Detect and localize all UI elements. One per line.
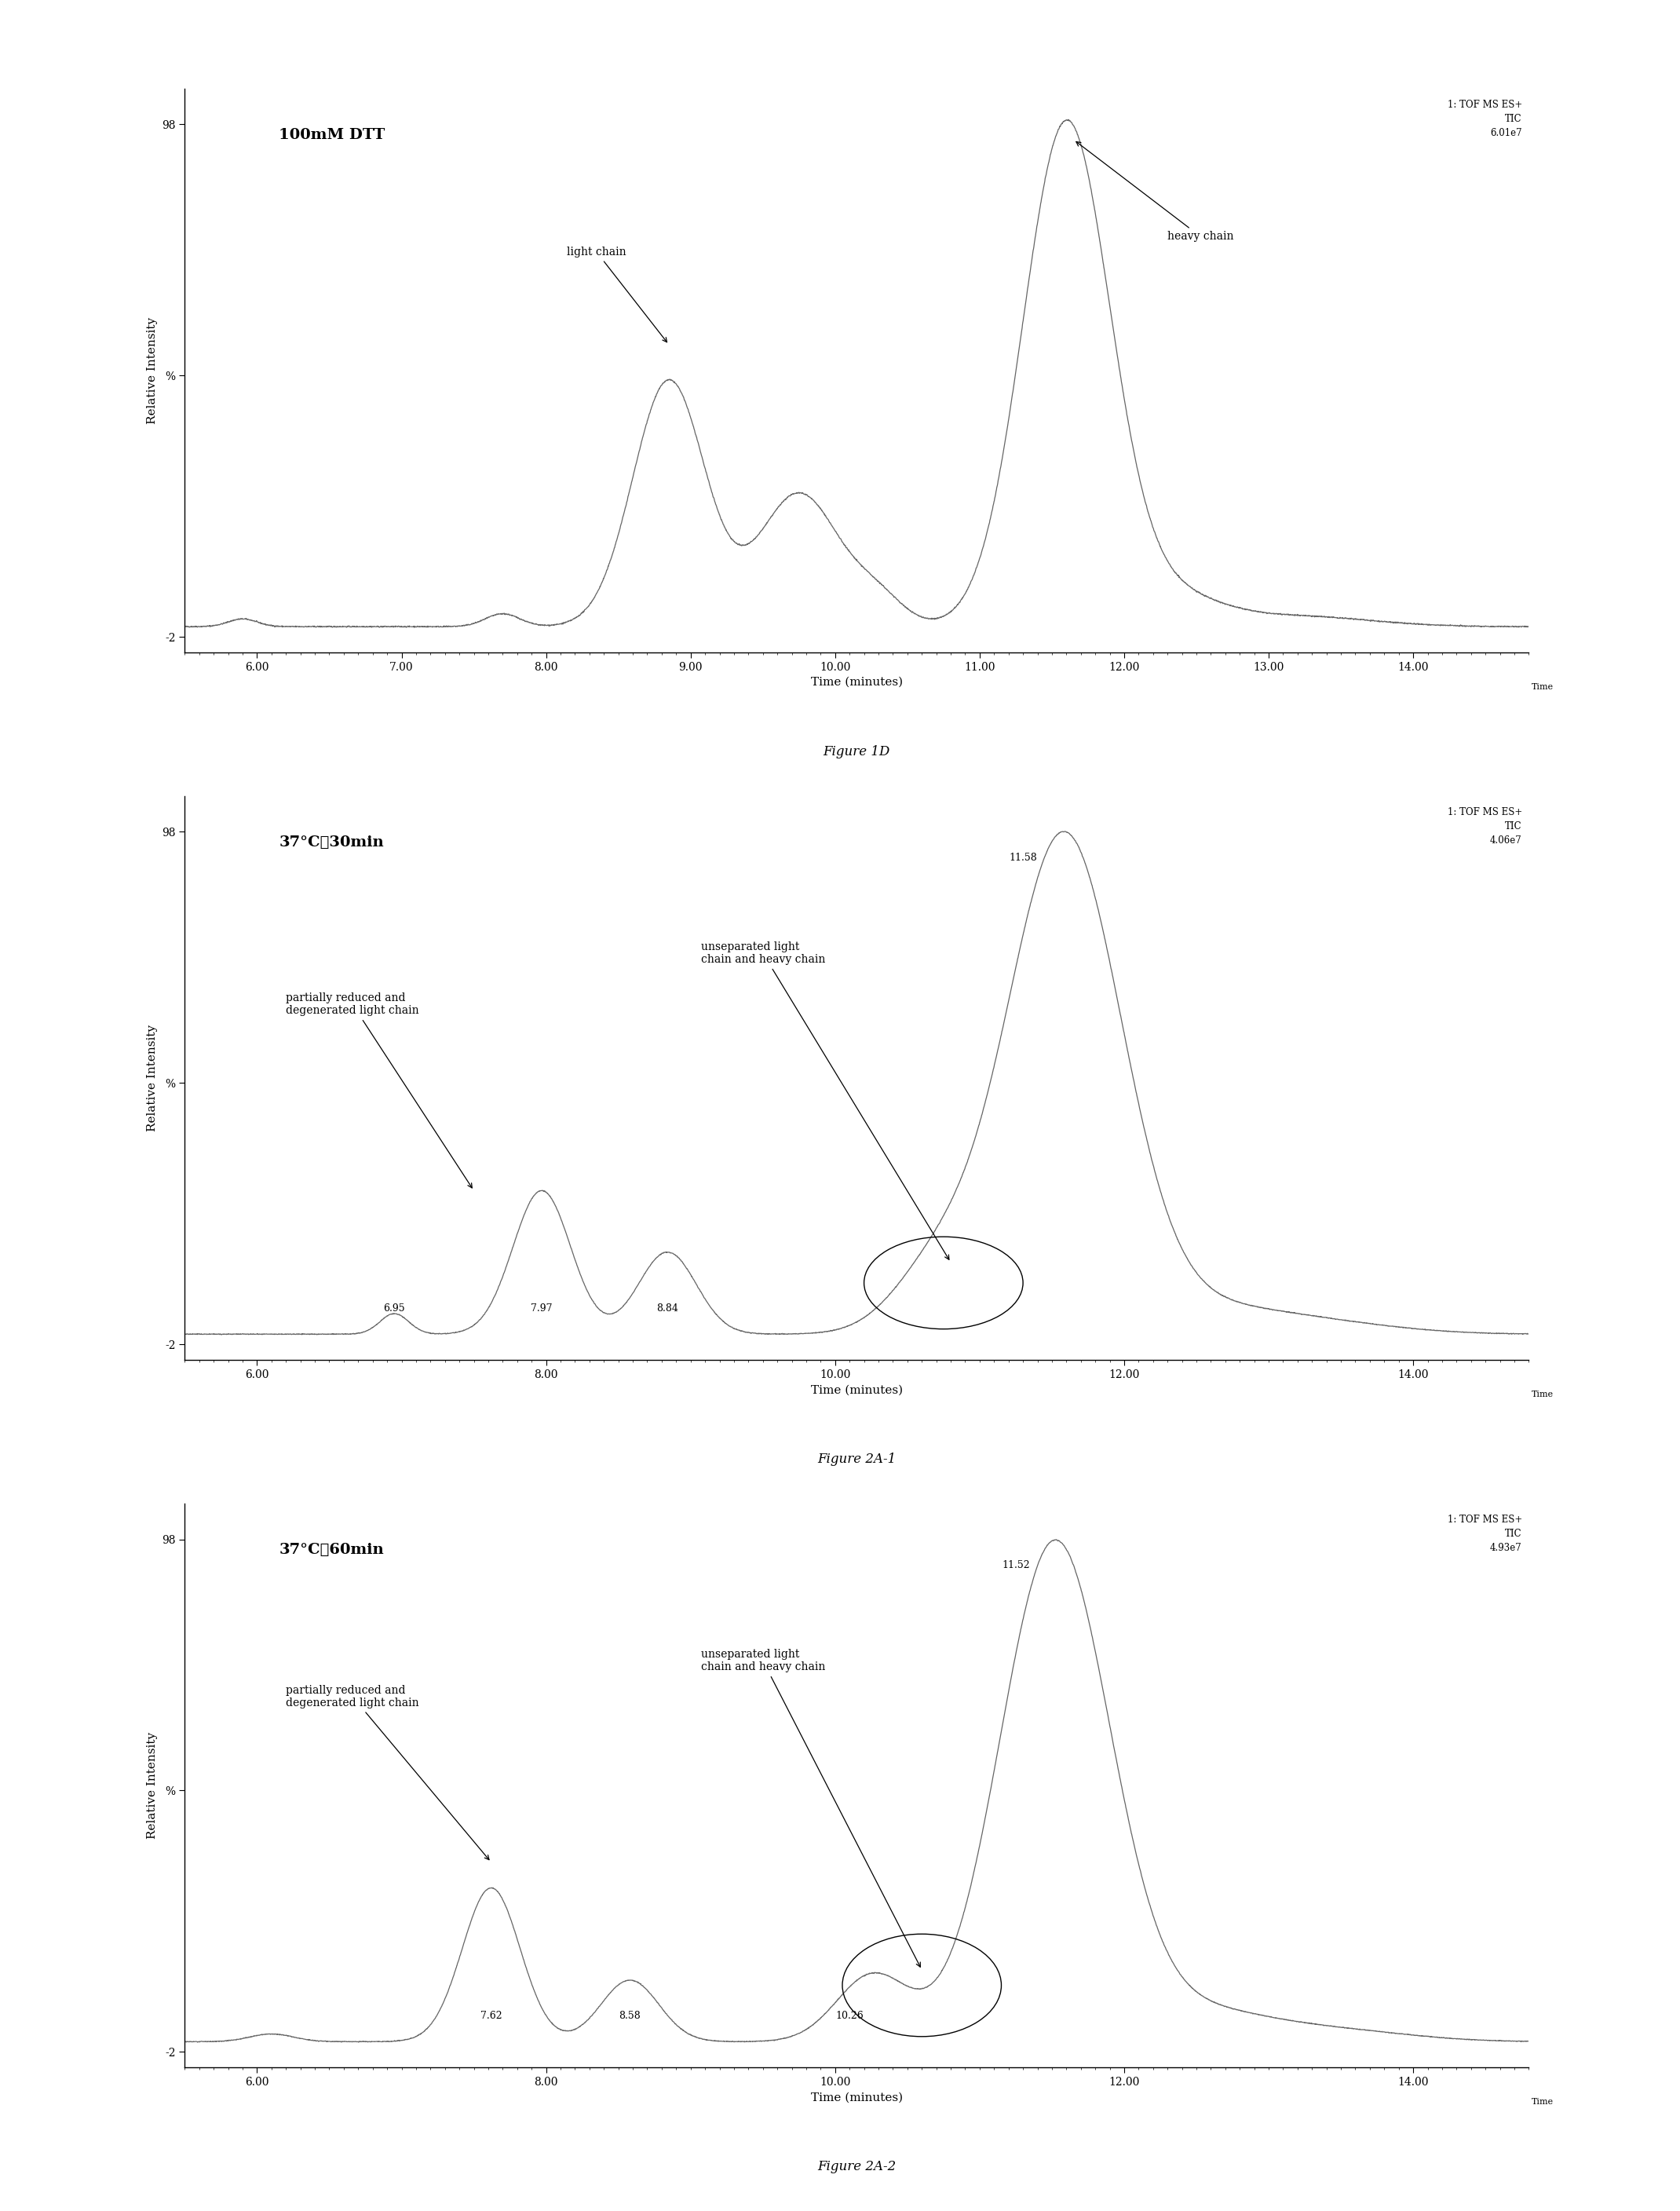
Text: 8.84: 8.84 xyxy=(657,1304,679,1313)
Text: 11.58: 11.58 xyxy=(1010,853,1037,862)
Text: 1: TOF MS ES+
TIC
6.01e7: 1: TOF MS ES+ TIC 6.01e7 xyxy=(1446,99,1522,139)
Text: 6.95: 6.95 xyxy=(383,1304,405,1313)
Text: Time: Time xyxy=(1532,1391,1554,1400)
Text: Figure 2A-2: Figure 2A-2 xyxy=(818,2160,895,2173)
X-axis label: Time (minutes): Time (minutes) xyxy=(811,2092,902,2103)
Text: 1: TOF MS ES+
TIC
4.93e7: 1: TOF MS ES+ TIC 4.93e7 xyxy=(1446,1515,1522,1554)
Y-axis label: Relative Intensity: Relative Intensity xyxy=(146,1731,158,1840)
Text: Figure 2A-1: Figure 2A-1 xyxy=(818,1453,895,1466)
Text: Time: Time xyxy=(1532,2098,1554,2107)
Text: unseparated light
chain and heavy chain: unseparated light chain and heavy chain xyxy=(701,942,949,1260)
Text: 10.26: 10.26 xyxy=(835,2012,864,2021)
Y-axis label: Relative Intensity: Relative Intensity xyxy=(146,1024,158,1132)
Text: light chain: light chain xyxy=(566,248,667,343)
X-axis label: Time (minutes): Time (minutes) xyxy=(811,1384,902,1395)
Text: 8.58: 8.58 xyxy=(618,2012,640,2021)
Text: unseparated light
chain and heavy chain: unseparated light chain and heavy chain xyxy=(701,1649,921,1968)
Text: 37°C，60min: 37°C，60min xyxy=(279,1543,383,1557)
Y-axis label: Relative Intensity: Relative Intensity xyxy=(146,316,158,425)
X-axis label: Time (minutes): Time (minutes) xyxy=(811,677,902,688)
Text: 37°C，30min: 37°C，30min xyxy=(279,836,383,849)
Text: 100mM DTT: 100mM DTT xyxy=(279,128,385,142)
Text: Time: Time xyxy=(1532,683,1554,692)
Text: partially reduced and
degenerated light chain: partially reduced and degenerated light … xyxy=(286,993,472,1187)
Text: 7.62: 7.62 xyxy=(480,2012,502,2021)
Text: 1: TOF MS ES+
TIC
4.06e7: 1: TOF MS ES+ TIC 4.06e7 xyxy=(1446,807,1522,847)
Text: partially reduced and
degenerated light chain: partially reduced and degenerated light … xyxy=(286,1685,489,1859)
Text: Figure 1D: Figure 1D xyxy=(823,745,890,758)
Text: heavy chain: heavy chain xyxy=(1077,142,1233,243)
Text: 11.52: 11.52 xyxy=(1001,1561,1030,1570)
Text: 7.97: 7.97 xyxy=(531,1304,553,1313)
